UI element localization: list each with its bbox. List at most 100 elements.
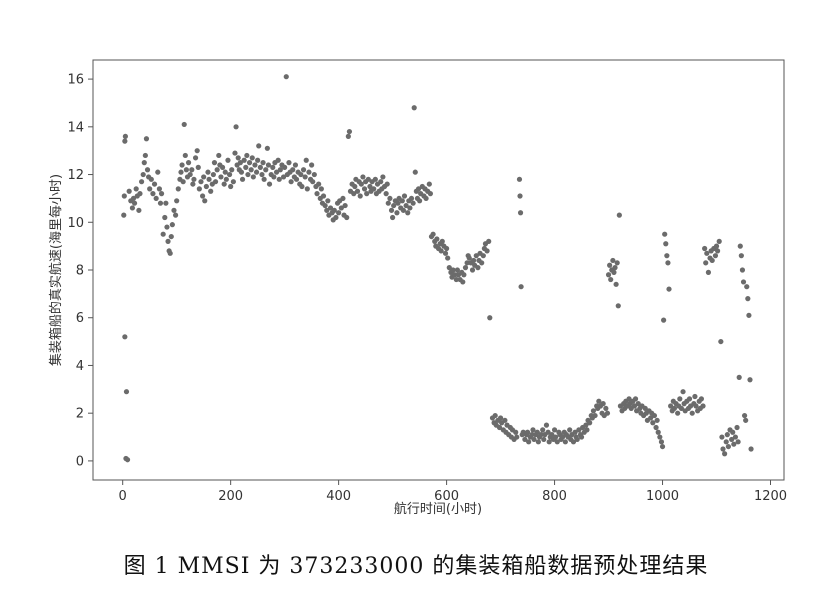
data-point [187,171,193,178]
data-point [304,186,310,192]
data-point [345,133,351,139]
data-point [709,257,715,264]
data-point [133,186,139,192]
data-point [671,405,678,412]
data-point [712,253,719,259]
data-point [239,176,246,182]
data-point [364,191,370,197]
data-point [475,265,481,271]
figure-caption: 图 1 MMSI 为 373233000 的集装箱船数据预处理结果 [123,554,709,579]
data-point [206,176,212,182]
data-point [228,183,234,190]
y-tick-label: 6 [76,311,84,326]
data-point [659,443,666,450]
data-point [502,417,508,423]
data-point [351,191,357,197]
data-point [719,434,725,440]
data-point [658,439,665,445]
data-point [167,250,173,256]
data-point [663,241,669,247]
data-point [665,260,671,266]
data-point [426,181,432,187]
data-point [360,174,366,180]
data-point [205,169,211,175]
x-tick-label: 600 [434,489,459,504]
data-point [148,176,154,182]
data-point [249,155,255,161]
data-point [704,250,710,256]
data-point [723,439,729,445]
data-point [453,276,459,283]
data-point [286,160,292,166]
data-point [608,276,614,283]
data-point [171,207,177,213]
data-point [654,417,660,423]
data-point [530,427,536,433]
data-point [746,312,752,318]
data-point [300,167,307,173]
data-point [299,183,305,190]
data-point [693,403,699,409]
data-point [736,374,742,380]
data-point [141,160,147,166]
data-point [137,191,143,197]
data-point [314,191,320,197]
data-point [473,253,479,259]
data-point [202,198,208,204]
y-tick-label: 16 [67,73,84,88]
data-point [729,436,735,443]
data-point [648,415,654,421]
data-point [443,245,450,252]
data-point [454,267,460,273]
data-point [265,162,272,168]
data-point [664,253,670,259]
data-point [732,434,739,440]
data-point [226,171,233,178]
data-point [607,262,613,268]
data-point [529,432,535,438]
data-point [497,415,504,421]
data-point [275,157,281,163]
data-point [158,191,165,197]
data-point [198,179,204,185]
data-point [720,446,726,452]
data-point [655,429,661,435]
data-point [496,424,503,431]
data-point [734,424,740,431]
data-point [271,174,277,180]
data-point [516,176,523,182]
data-point [553,434,559,440]
data-point [587,420,593,426]
data-point [179,162,185,168]
x-tick-label: 1200 [754,489,787,504]
data-point [264,145,270,151]
data-point [222,169,228,175]
data-point [613,281,619,287]
data-point [311,171,317,178]
data-point [434,236,440,242]
data-point [155,169,161,175]
data-point [361,186,368,192]
data-point [378,179,384,185]
data-point [212,179,219,185]
data-point [534,429,540,435]
data-point [252,162,258,168]
data-point [309,162,315,168]
data-point [357,193,363,199]
data-point [592,412,598,419]
data-point [191,176,197,182]
data-point [203,183,209,190]
data-point [225,157,231,163]
data-point [354,188,361,194]
data-point [122,138,128,144]
data-point [384,181,390,187]
data-point [124,457,131,463]
data-point [253,169,260,175]
data-point [403,202,409,209]
y-axis-label: 集装箱船的真实航速(海里每小时) [48,174,64,366]
data-point [388,207,395,213]
data-point [543,422,550,428]
data-point [394,210,400,216]
data-point [244,152,250,159]
data-point [545,429,551,435]
